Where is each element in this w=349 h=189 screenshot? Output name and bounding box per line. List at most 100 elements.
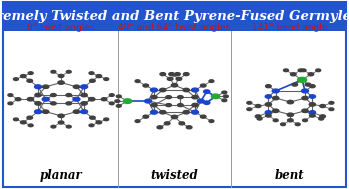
Circle shape	[200, 84, 206, 87]
Circle shape	[265, 103, 272, 106]
Circle shape	[329, 108, 334, 111]
Circle shape	[35, 93, 41, 97]
Circle shape	[247, 108, 252, 111]
Circle shape	[192, 88, 199, 92]
Circle shape	[35, 85, 42, 89]
Circle shape	[319, 117, 324, 120]
Circle shape	[58, 114, 64, 118]
Circle shape	[66, 94, 72, 97]
Circle shape	[302, 89, 309, 93]
Circle shape	[176, 77, 182, 80]
Circle shape	[211, 94, 220, 99]
Circle shape	[192, 95, 198, 99]
Circle shape	[104, 78, 109, 81]
Circle shape	[298, 77, 307, 82]
Circle shape	[178, 96, 183, 99]
Text: 141° bend angle: 141° bend angle	[252, 23, 327, 32]
Circle shape	[116, 95, 121, 98]
Circle shape	[171, 115, 178, 119]
Circle shape	[186, 126, 192, 129]
Circle shape	[51, 70, 56, 73]
Text: planar: planar	[40, 169, 82, 182]
Circle shape	[66, 102, 72, 105]
Circle shape	[203, 101, 210, 104]
Circle shape	[179, 122, 185, 125]
Circle shape	[159, 88, 166, 92]
Circle shape	[171, 84, 178, 87]
Circle shape	[115, 100, 120, 102]
Circle shape	[143, 115, 149, 118]
Circle shape	[178, 104, 183, 107]
Circle shape	[292, 83, 298, 86]
Circle shape	[192, 103, 198, 107]
Circle shape	[8, 102, 13, 105]
Circle shape	[135, 80, 140, 82]
Circle shape	[58, 81, 64, 84]
Circle shape	[265, 95, 272, 98]
Circle shape	[192, 110, 199, 114]
Circle shape	[283, 69, 288, 72]
Circle shape	[301, 69, 306, 72]
Circle shape	[200, 115, 206, 118]
Circle shape	[222, 99, 227, 102]
Circle shape	[157, 126, 163, 129]
Circle shape	[302, 109, 308, 112]
Circle shape	[124, 99, 132, 103]
Circle shape	[101, 98, 107, 101]
Circle shape	[28, 124, 33, 127]
Circle shape	[43, 110, 49, 113]
Text: twisted: twisted	[151, 169, 198, 182]
Circle shape	[58, 74, 64, 77]
Circle shape	[81, 110, 88, 114]
Text: 49° and 64° twist angles: 49° and 64° twist angles	[119, 23, 230, 32]
Circle shape	[35, 110, 42, 114]
Circle shape	[81, 102, 87, 105]
Circle shape	[247, 101, 252, 104]
Circle shape	[96, 121, 102, 124]
Circle shape	[151, 95, 157, 99]
Text: 0° twist angles: 0° twist angles	[27, 23, 95, 32]
Circle shape	[164, 122, 170, 125]
Circle shape	[209, 120, 214, 122]
Circle shape	[66, 125, 71, 128]
Circle shape	[265, 111, 272, 114]
Circle shape	[89, 98, 95, 101]
Circle shape	[272, 89, 279, 93]
Circle shape	[255, 105, 261, 108]
Circle shape	[298, 69, 303, 72]
Circle shape	[310, 85, 315, 88]
Text: Extremely Twisted and Bent Pyrene-Fused Germylenes: Extremely Twisted and Bent Pyrene-Fused …	[0, 10, 349, 23]
Circle shape	[169, 73, 174, 76]
Circle shape	[27, 79, 32, 82]
Circle shape	[42, 97, 49, 101]
Circle shape	[287, 113, 294, 116]
Circle shape	[144, 99, 151, 103]
Circle shape	[167, 77, 173, 80]
Circle shape	[81, 93, 87, 97]
Circle shape	[96, 75, 102, 78]
Circle shape	[310, 114, 315, 117]
Circle shape	[309, 103, 315, 106]
Circle shape	[166, 96, 171, 99]
Circle shape	[183, 111, 190, 114]
Circle shape	[58, 121, 64, 124]
Circle shape	[295, 123, 300, 126]
Circle shape	[160, 73, 165, 76]
Circle shape	[302, 96, 308, 100]
Circle shape	[203, 90, 210, 93]
Circle shape	[150, 88, 157, 92]
Circle shape	[273, 96, 279, 100]
Circle shape	[90, 79, 95, 82]
Circle shape	[135, 120, 140, 122]
Circle shape	[73, 85, 80, 88]
Circle shape	[159, 111, 166, 114]
Circle shape	[281, 123, 285, 126]
Circle shape	[222, 91, 227, 94]
Circle shape	[28, 72, 33, 74]
Circle shape	[66, 70, 71, 73]
Circle shape	[150, 110, 157, 114]
Circle shape	[320, 105, 325, 108]
Circle shape	[174, 73, 180, 76]
Circle shape	[320, 115, 325, 118]
Circle shape	[305, 83, 311, 86]
